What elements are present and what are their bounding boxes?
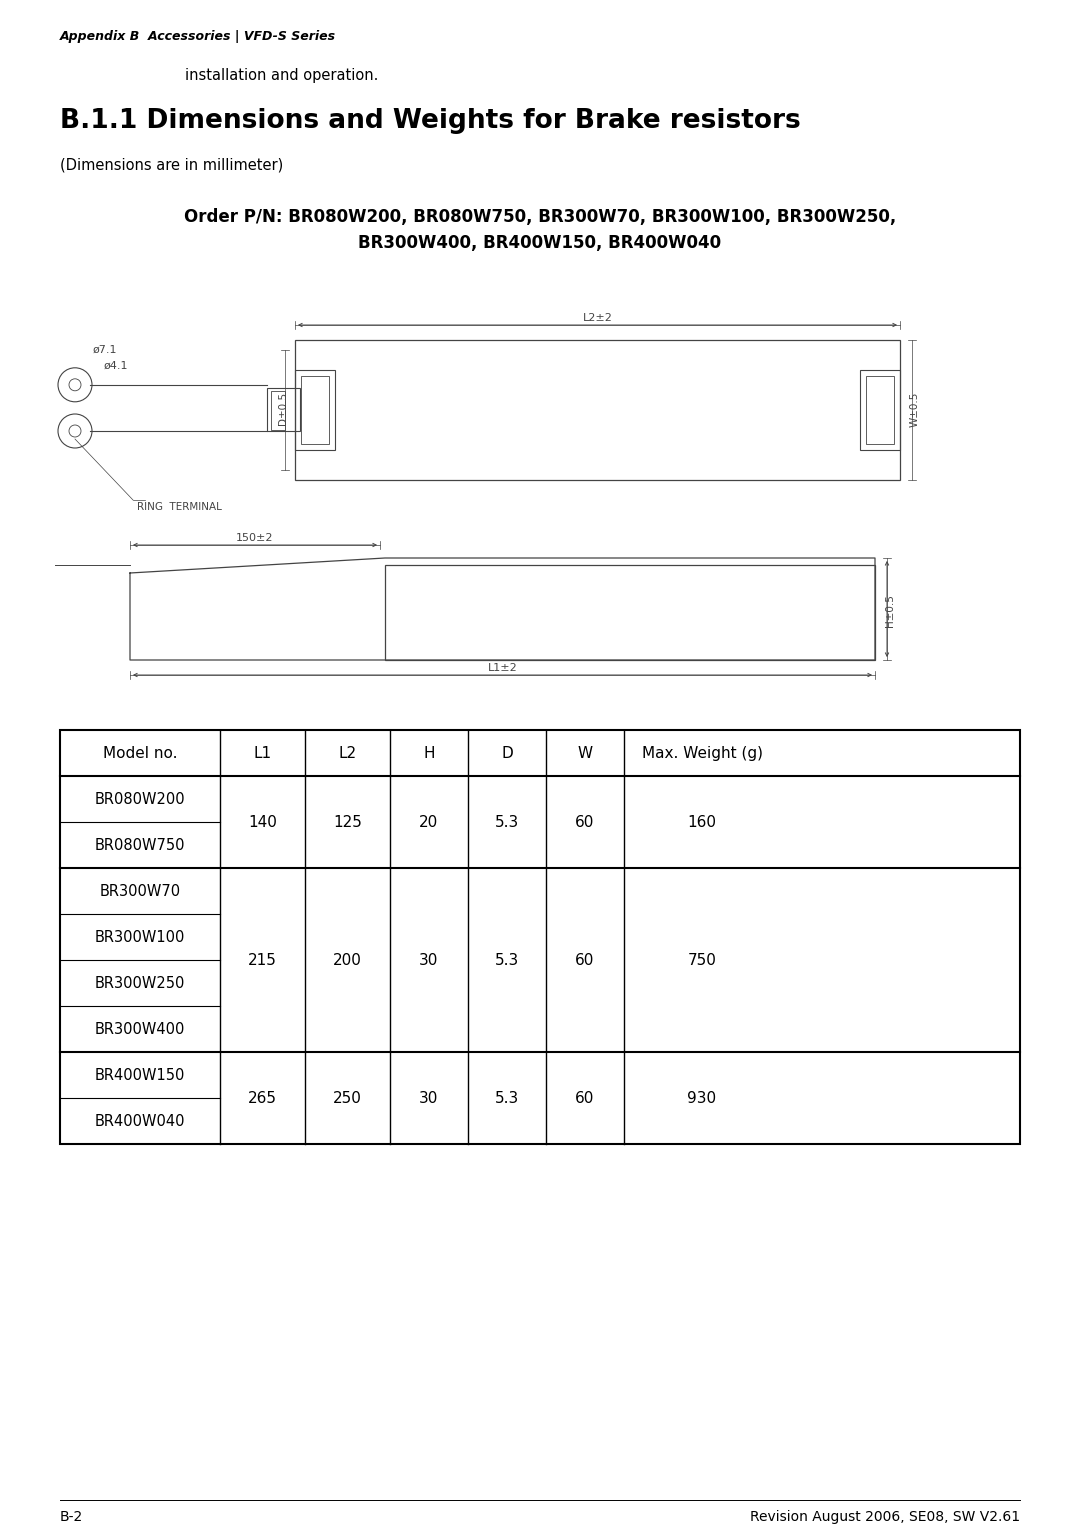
Text: BR300W70: BR300W70 xyxy=(99,884,180,899)
Text: installation and operation.: installation and operation. xyxy=(185,67,378,83)
Text: 5.3: 5.3 xyxy=(495,1091,519,1106)
Text: Appendix B  Accessories | VFD-S Series: Appendix B Accessories | VFD-S Series xyxy=(60,31,336,43)
Text: 60: 60 xyxy=(576,953,595,968)
Text: (Dimensions are in millimeter): (Dimensions are in millimeter) xyxy=(60,158,283,173)
Text: BR300W250: BR300W250 xyxy=(95,976,185,991)
Text: 215: 215 xyxy=(248,953,276,968)
Text: BR400W040: BR400W040 xyxy=(95,1114,186,1129)
Bar xyxy=(866,376,894,443)
Text: 125: 125 xyxy=(333,815,362,830)
Text: W: W xyxy=(578,746,593,761)
Text: B-2: B-2 xyxy=(60,1509,83,1523)
Text: BR300W400, BR400W150, BR400W040: BR300W400, BR400W150, BR400W040 xyxy=(359,235,721,252)
Text: 60: 60 xyxy=(576,815,595,830)
Text: Model no.: Model no. xyxy=(103,746,177,761)
Text: 200: 200 xyxy=(333,953,362,968)
Bar xyxy=(295,370,335,449)
Text: BR080W750: BR080W750 xyxy=(95,838,186,853)
Text: BR300W400: BR300W400 xyxy=(95,1022,185,1037)
Text: 30: 30 xyxy=(419,953,438,968)
Text: D±0.5: D±0.5 xyxy=(278,393,288,425)
Bar xyxy=(295,341,900,480)
Text: L1±2: L1±2 xyxy=(488,663,517,673)
Text: 20: 20 xyxy=(419,815,438,830)
Text: 150±2: 150±2 xyxy=(237,532,273,543)
Text: 250: 250 xyxy=(333,1091,362,1106)
Text: 5.3: 5.3 xyxy=(495,953,519,968)
Text: H±0.5: H±0.5 xyxy=(885,594,895,627)
Text: ø4.1: ø4.1 xyxy=(104,360,129,371)
Text: BR080W200: BR080W200 xyxy=(95,792,186,807)
Text: 5.3: 5.3 xyxy=(495,815,519,830)
Bar xyxy=(301,376,329,443)
Text: RING  TERMINAL: RING TERMINAL xyxy=(137,502,221,512)
Text: Revision August 2006, SE08, SW V2.61: Revision August 2006, SE08, SW V2.61 xyxy=(750,1509,1020,1523)
Text: Max. Weight (g): Max. Weight (g) xyxy=(642,746,762,761)
Text: L1: L1 xyxy=(254,746,271,761)
Text: H: H xyxy=(423,746,435,761)
Bar xyxy=(860,370,900,449)
Text: 30: 30 xyxy=(419,1091,438,1106)
Bar xyxy=(384,565,875,660)
Text: L2±2: L2±2 xyxy=(582,313,612,324)
Text: 930: 930 xyxy=(688,1091,716,1106)
Text: BR400W150: BR400W150 xyxy=(95,1068,185,1083)
Text: Order P/N: BR080W200, BR080W750, BR300W70, BR300W100, BR300W250,: Order P/N: BR080W200, BR080W750, BR300W7… xyxy=(184,209,896,225)
Text: 160: 160 xyxy=(688,815,716,830)
Bar xyxy=(60,730,1020,1144)
Text: 60: 60 xyxy=(576,1091,595,1106)
Text: 750: 750 xyxy=(688,953,716,968)
Text: BR300W100: BR300W100 xyxy=(95,930,185,945)
Text: 140: 140 xyxy=(248,815,276,830)
Bar xyxy=(267,388,300,431)
Text: W±0.5: W±0.5 xyxy=(910,393,920,428)
Text: L2: L2 xyxy=(338,746,356,761)
Text: ø7.1: ø7.1 xyxy=(93,345,118,354)
Text: D: D xyxy=(501,746,513,761)
Text: B.1.1 Dimensions and Weights for Brake resistors: B.1.1 Dimensions and Weights for Brake r… xyxy=(60,107,800,133)
Bar xyxy=(271,391,285,430)
Text: 265: 265 xyxy=(248,1091,276,1106)
